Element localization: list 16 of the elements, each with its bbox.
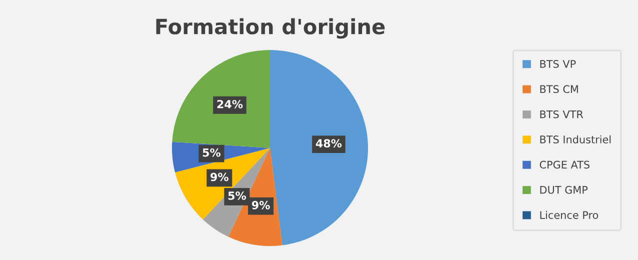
data-label: 24%	[217, 100, 243, 108]
legend-label: Licence Pro	[540, 210, 598, 219]
chart-title: Formation d'origine	[156, 18, 385, 39]
legend-label: BTS VP	[540, 60, 576, 68]
pie-slice	[270, 50, 368, 246]
data-label: 48%	[316, 139, 342, 148]
legend-label: CPGE ATS	[540, 160, 590, 169]
data-label: 5%	[202, 148, 221, 157]
legend-label: BTS Industriel	[540, 135, 611, 144]
data-label: 9%	[210, 172, 228, 182]
data-label: 9%	[252, 200, 270, 210]
legend-label: BTS CM	[540, 85, 578, 94]
legend-label: BTS VTR	[540, 110, 584, 118]
data-label: 5%	[228, 191, 246, 200]
pie-slice	[172, 50, 270, 148]
legend-label: DUT GMP	[540, 186, 588, 194]
